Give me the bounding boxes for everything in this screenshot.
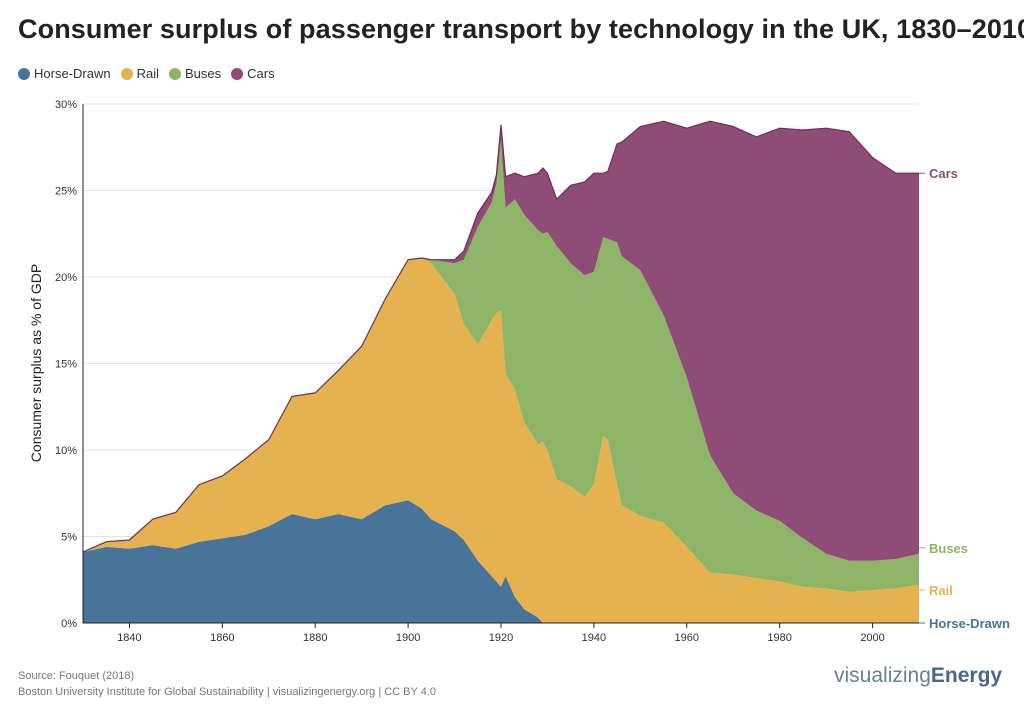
footer: Source: Fouquet (2018) Boston University… (18, 668, 436, 700)
x-tick-label: 1880 (303, 632, 327, 644)
area-buses[interactable] (83, 140, 919, 592)
total-outline (82, 120, 919, 553)
legend-label: Cars (247, 66, 275, 81)
area-horse-drawn[interactable] (83, 500, 919, 623)
y-tick-label: 5% (61, 532, 77, 544)
legend-item-buses[interactable]: Buses (168, 66, 222, 81)
legend-item-rail[interactable]: Rail (120, 66, 159, 81)
legend-swatch (231, 67, 244, 80)
x-tick-label: 1840 (117, 632, 141, 644)
area-cars[interactable] (83, 121, 919, 561)
end-label-cars: Cars (929, 166, 958, 181)
y-axis-label: Consumer surplus as % of GDP (28, 264, 44, 462)
legend-label: Rail (136, 66, 159, 81)
y-tick-label: 30% (55, 99, 77, 111)
brand-light: visualizing (834, 664, 931, 687)
source-note: Source: Fouquet (2018) (18, 670, 135, 682)
x-tick-label: 1900 (396, 632, 420, 644)
x-tick-label: 1940 (582, 632, 606, 644)
x-tick-label: 1920 (489, 632, 513, 644)
legend-item-cars[interactable]: Cars (231, 66, 275, 81)
chart-title: Consumer surplus of passenger transport … (18, 14, 1024, 44)
area-rail[interactable] (83, 258, 919, 623)
axes: 0% 5% 10% 15% 20% 25% 30% 1840 1860 1880 1900 1920 1… (55, 99, 919, 644)
brand-logo: visualizingEnergy (834, 664, 1002, 688)
legend-label: Buses (184, 66, 222, 81)
legend-swatch (120, 67, 133, 80)
areas (82, 120, 919, 623)
x-tick-label: 2000 (860, 632, 884, 644)
legend-swatch (18, 67, 30, 80)
x-tick-label: 1960 (675, 632, 699, 644)
legend-swatch (168, 67, 181, 80)
y-tick-label: 10% (55, 445, 77, 457)
legend-label: Horse-Drawn (34, 66, 111, 81)
credit-note: Boston University Institute for Global S… (18, 686, 437, 698)
y-tick-label: 20% (55, 272, 77, 284)
x-tick-label: 1980 (767, 632, 791, 644)
y-tick-label: 15% (55, 359, 77, 371)
end-labels: Cars Buses Rail Horse-Drawn (919, 166, 1010, 631)
brand-bold: Energy (930, 664, 1003, 687)
x-tick-label: 1860 (210, 632, 234, 644)
y-tick-label: 0% (61, 618, 77, 630)
end-label-buses: Buses (929, 541, 968, 556)
end-label-rail: Rail (929, 583, 953, 598)
legend-item-horse-drawn[interactable]: Horse-Drawn (18, 66, 111, 81)
end-label-horse-drawn: Horse-Drawn (929, 616, 1010, 631)
y-tick-label: 25% (55, 186, 77, 198)
legend: Horse-Drawn Rail Buses Cars (18, 66, 275, 81)
